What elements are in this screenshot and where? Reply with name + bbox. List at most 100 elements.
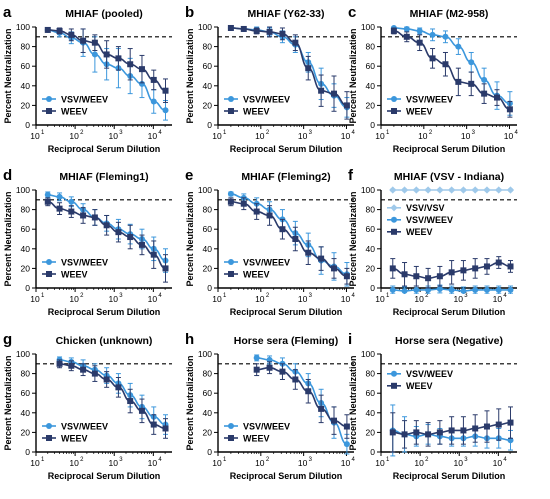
data-point	[318, 255, 325, 262]
panel-letter: i	[348, 331, 352, 348]
y-tick-label: 60	[203, 61, 213, 71]
x-tick-exponent: 4	[503, 293, 507, 299]
legend: VSV/WEEV WEEV	[224, 257, 290, 279]
legend-marker	[391, 382, 397, 389]
y-tick-label: 80	[21, 369, 31, 379]
y-tick-label: 40	[366, 408, 376, 418]
legend-label: VSV/WEEV	[61, 257, 108, 267]
data-point	[68, 362, 75, 369]
legend-label: WEEV	[61, 106, 88, 116]
y-tick-label: 60	[21, 61, 31, 71]
series-weev	[56, 359, 169, 439]
data-point	[292, 236, 299, 242]
x-tick-exponent: 4	[351, 457, 355, 463]
panel-title: Horse sera (Fleming)	[234, 335, 338, 347]
panel-title: Chicken (unknown)	[56, 335, 153, 347]
data-point	[318, 405, 325, 412]
data-point	[115, 384, 122, 391]
panel-title: Horse sera (Negative)	[395, 335, 503, 347]
data-point	[507, 286, 514, 293]
data-point	[483, 286, 490, 293]
x-tick-label: 10	[69, 458, 79, 468]
data-point	[91, 214, 98, 221]
data-point	[80, 366, 87, 373]
x-tick-label: 10	[375, 294, 385, 304]
legend-label: VSV/WEEV	[406, 94, 453, 104]
legend-label: VSV/WEEV	[61, 94, 108, 104]
data-point	[481, 76, 488, 83]
legend-marker	[228, 96, 234, 102]
x-tick-exponent: 2	[80, 457, 84, 463]
x-tick-label: 10	[341, 294, 351, 304]
data-point	[56, 205, 63, 212]
data-point	[483, 186, 491, 194]
x-tick-exponent: 4	[503, 457, 507, 463]
legend-label: WEEV	[406, 106, 433, 116]
x-tick-label: 10	[148, 458, 158, 468]
data-point	[253, 354, 260, 361]
data-point	[413, 273, 420, 280]
data-point	[150, 76, 157, 83]
x-tick-exponent: 4	[351, 130, 355, 136]
x-tick-label: 10	[453, 458, 463, 468]
series-vsv-vsv	[389, 186, 515, 194]
y-tick-label: 80	[203, 42, 213, 52]
x-tick-label: 10	[148, 131, 158, 141]
y-tick-label: 100	[361, 349, 375, 359]
data-point	[389, 286, 396, 293]
y-axis-label: Percent Neutralization	[348, 191, 358, 286]
legend: VSV/WEEV WEEV	[387, 94, 453, 116]
y-axis-label: Percent Neutralization	[348, 355, 358, 450]
y-tick-label: 80	[21, 42, 31, 52]
data-point	[343, 102, 350, 109]
data-point	[460, 427, 467, 434]
data-point	[390, 27, 397, 34]
series-weev	[227, 24, 350, 120]
data-point	[389, 429, 396, 436]
y-tick-label: 40	[366, 244, 376, 254]
x-tick-exponent: 2	[425, 457, 429, 463]
legend: VSV/WEEV WEEV	[387, 369, 453, 391]
data-point	[240, 200, 247, 207]
data-point	[401, 431, 408, 438]
data-point	[495, 186, 503, 194]
y-tick-label: 60	[21, 388, 31, 398]
data-point	[138, 80, 145, 87]
data-point	[413, 286, 420, 293]
y-tick-label: 60	[203, 224, 213, 234]
data-point	[103, 222, 110, 229]
x-tick-exponent: 3	[309, 457, 313, 463]
data-point	[162, 425, 169, 432]
plot-area	[390, 24, 513, 118]
legend-label: VSV/VSV	[406, 203, 445, 213]
data-point	[459, 186, 468, 194]
legend: VSV/WEEV WEEV	[42, 257, 108, 279]
panel-letter: g	[3, 331, 12, 348]
y-tick-label: 100	[361, 185, 375, 195]
data-point	[91, 51, 98, 58]
data-point	[436, 429, 443, 436]
y-axis-label: Percent Neutralization	[3, 355, 13, 450]
legend-label: VSV/WEEV	[243, 257, 290, 267]
series-weev	[389, 256, 514, 289]
panel-letter: h	[185, 331, 194, 348]
panel-title: MHIAF (Y62-33)	[247, 8, 324, 20]
data-point	[253, 366, 260, 373]
legend-label: WEEV	[61, 269, 88, 279]
legend-marker	[46, 435, 52, 441]
legend-marker	[46, 259, 52, 265]
x-tick-label: 10	[298, 458, 308, 468]
legend-label: VSV/WEEV	[61, 421, 108, 431]
data-point	[103, 51, 110, 58]
series-weev	[389, 406, 514, 453]
legend-marker	[228, 259, 234, 265]
y-tick-label: 20	[203, 100, 213, 110]
data-point	[68, 198, 75, 205]
x-tick-exponent: 4	[158, 457, 162, 463]
y-tick-label: 60	[366, 224, 376, 234]
